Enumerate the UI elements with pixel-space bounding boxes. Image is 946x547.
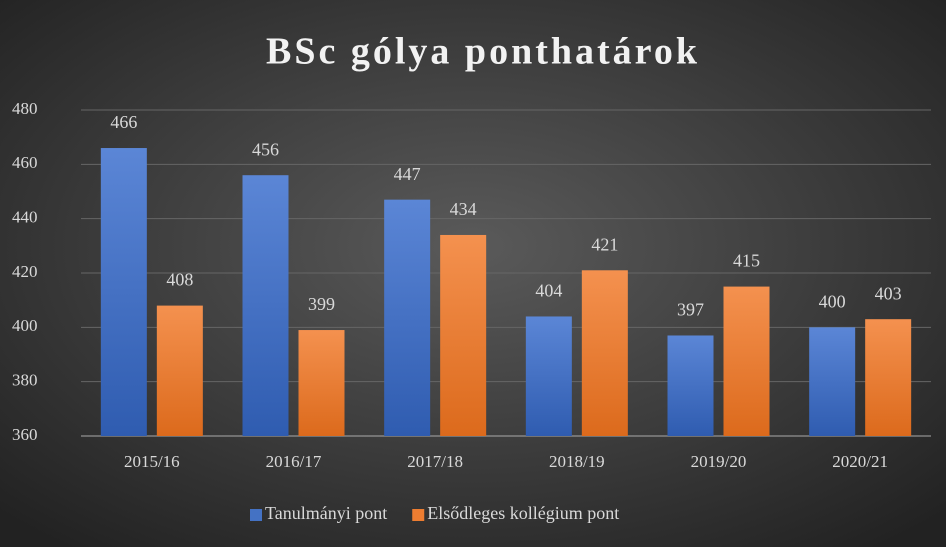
y-tick-label: 440 <box>12 208 38 227</box>
bar <box>156 305 203 436</box>
data-label: 400 <box>819 291 846 311</box>
bar <box>384 199 431 436</box>
y-tick-label: 420 <box>12 262 38 281</box>
data-label: 447 <box>394 164 421 184</box>
data-label: 415 <box>733 251 760 271</box>
bar <box>581 270 628 436</box>
data-label: 399 <box>308 294 335 314</box>
data-label: 466 <box>110 112 137 132</box>
x-tick-label: 2020/21 <box>832 452 888 471</box>
y-tick-label: 400 <box>12 316 38 335</box>
legend-swatch <box>250 509 262 521</box>
data-label: 434 <box>450 199 477 219</box>
bar <box>865 319 912 436</box>
data-label: 421 <box>591 234 618 254</box>
chart-title: BSc gólya ponthatárok <box>266 31 700 73</box>
data-label: 456 <box>252 139 279 159</box>
y-tick-label: 460 <box>12 153 38 172</box>
x-tick-label: 2016/17 <box>266 452 322 471</box>
data-label: 403 <box>875 283 902 303</box>
bar <box>809 327 856 436</box>
legend-label: Elsődleges kollégium pont <box>427 503 619 523</box>
x-tick-label: 2018/19 <box>549 452 605 471</box>
data-label: 404 <box>535 281 562 301</box>
x-tick-label: 2019/20 <box>691 452 747 471</box>
data-label: 408 <box>166 270 193 290</box>
bar <box>723 286 770 436</box>
bar <box>667 335 714 436</box>
legend-label: Tanulmányi pont <box>265 503 387 523</box>
data-label: 397 <box>677 300 704 320</box>
legend-swatch <box>412 509 425 521</box>
x-tick-label: 2015/16 <box>124 452 180 471</box>
x-tick-label: 2017/18 <box>407 452 463 471</box>
bar <box>242 175 289 436</box>
bar <box>100 148 147 437</box>
y-tick-label: 480 <box>12 99 38 118</box>
bar <box>298 330 345 436</box>
y-tick-label: 360 <box>12 425 38 444</box>
bar <box>440 234 487 436</box>
bar <box>525 316 572 436</box>
y-tick-label: 380 <box>12 371 38 390</box>
